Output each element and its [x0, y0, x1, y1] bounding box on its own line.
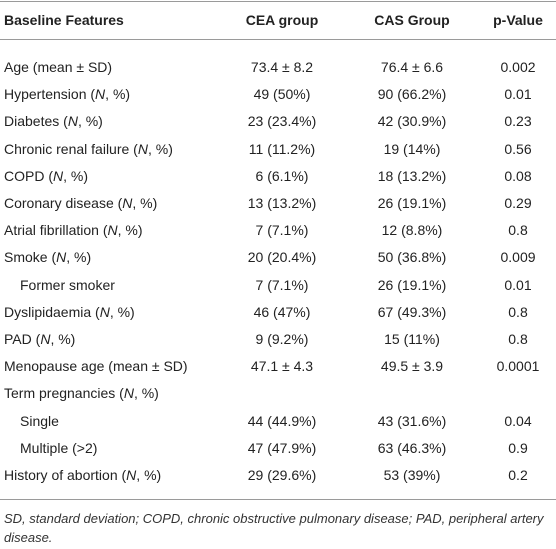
header-rule — [0, 39, 556, 40]
cell-value: 6 (6.1%) — [255, 167, 309, 184]
cell-value: 0.2 — [508, 467, 528, 483]
row-label: Term pregnancies (N, %) — [4, 385, 159, 402]
footnote: SD, standard deviation; COPD, chronic ob… — [4, 511, 544, 545]
cell-value: 49 (50%) — [253, 86, 311, 103]
cell-value: 90 (66.2%) — [377, 86, 447, 103]
cell-value: 0.009 — [500, 249, 536, 266]
sub-row-label: Single — [20, 412, 59, 429]
cell-value: 7 (7.1%) — [255, 276, 309, 293]
column-header: p-Value — [493, 12, 543, 28]
cell-value: 0.8 — [508, 222, 528, 239]
bottom-rule — [0, 499, 556, 500]
row-label: Diabetes (N, %) — [4, 113, 103, 130]
cell-value: 44 (44.9%) — [247, 412, 317, 429]
cell-value: 53 (39%) — [383, 467, 441, 483]
cell-value: 49.5 ± 3.9 — [380, 358, 444, 375]
row-label: History of abortion (N, %) — [4, 467, 162, 483]
cell-value: 0.01 — [504, 86, 532, 103]
row-label: COPD (N, %) — [4, 167, 89, 184]
cell-value: 0.04 — [504, 412, 532, 429]
cell-value: 29 (29.6%) — [247, 467, 317, 483]
cell-value: 0.0001 — [496, 358, 540, 375]
row-label: Hypertension (N, %) — [4, 86, 131, 103]
cell-value: 0.23 — [504, 113, 532, 130]
cell-value: 76.4 ± 6.6 — [380, 59, 444, 75]
cell-value: 47.1 ± 4.3 — [250, 358, 314, 375]
cell-value: 9 (9.2%) — [255, 331, 309, 347]
column-header: CAS Group — [374, 12, 450, 28]
column-header: Baseline Features — [4, 12, 124, 28]
cell-value: 47 (47.9%) — [247, 439, 317, 456]
cell-value: 0.29 — [504, 195, 532, 211]
cell-value: 50 (36.8%) — [377, 249, 447, 266]
top-rule — [0, 1, 556, 2]
cell-value: 15 (11%) — [384, 331, 440, 347]
row-label: PAD (N, %) — [4, 331, 76, 347]
cell-value: 26 (19.1%) — [377, 195, 447, 211]
cell-value: 0.08 — [504, 167, 532, 184]
cell-value: 73.4 ± 8.2 — [250, 59, 314, 75]
cell-value: 19 (14%) — [383, 140, 441, 157]
row-label: Dyslipidaemia (N, %) — [4, 303, 135, 320]
cell-value: 67 (49.3%) — [377, 303, 447, 320]
row-label: Chronic renal failure (N, %) — [4, 140, 173, 157]
cell-value: 0.56 — [504, 140, 532, 157]
cell-value: 42 (30.9%) — [377, 113, 447, 130]
cell-value: 46 (47%) — [253, 303, 311, 320]
cell-value: 7 (7.1%) — [255, 222, 309, 239]
sub-row-label: Multiple (>2) — [20, 439, 98, 456]
cell-value: 13 (13.2%) — [247, 195, 317, 211]
cell-value: 0.01 — [504, 276, 532, 293]
cell-value: 11 (11.2%) — [248, 140, 316, 157]
column-header: CEA group — [245, 12, 319, 28]
row-label: Coronary disease (N, %) — [4, 195, 158, 211]
cell-value: 26 (19.1%) — [377, 276, 447, 293]
cell-value: 23 (23.4%) — [247, 113, 317, 130]
cell-value: 18 (13.2%) — [377, 167, 447, 184]
cell-value: 0.9 — [508, 439, 528, 456]
cell-value: 0.8 — [508, 303, 528, 320]
cell-value: 63 (46.3%) — [377, 439, 447, 456]
sub-row-label: Former smoker — [20, 276, 115, 293]
cell-value: 0.002 — [500, 59, 536, 75]
row-label: Atrial fibrillation (N, %) — [4, 222, 143, 239]
cell-value: 12 (8.8%) — [381, 222, 443, 239]
row-label: Age (mean ± SD) — [4, 59, 113, 75]
cell-value: 20 (20.4%) — [247, 249, 317, 266]
cell-value: 0.8 — [508, 331, 528, 347]
row-label: Smoke (N, %) — [4, 249, 92, 266]
row-label: Menopause age (mean ± SD) — [4, 358, 188, 375]
cell-value: 43 (31.6%) — [377, 412, 447, 429]
